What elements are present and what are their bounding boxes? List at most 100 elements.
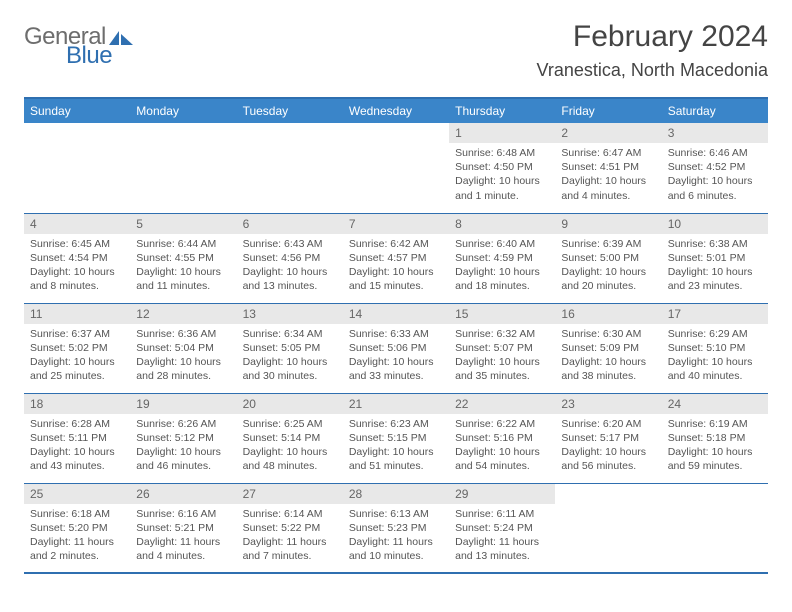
calendar-cell: 25Sunrise: 6:18 AMSunset: 5:20 PMDayligh… <box>24 483 130 573</box>
day-number: 4 <box>24 214 130 234</box>
calendar-cell <box>130 123 236 213</box>
sunset-text: Sunset: 5:01 PM <box>668 251 762 265</box>
day-content: Sunrise: 6:45 AMSunset: 4:54 PMDaylight:… <box>24 234 130 297</box>
day-header-wed: Wednesday <box>343 98 449 123</box>
day-content: Sunrise: 6:30 AMSunset: 5:09 PMDaylight:… <box>555 324 661 387</box>
sunset-text: Sunset: 4:50 PM <box>455 160 549 174</box>
sunset-text: Sunset: 4:52 PM <box>668 160 762 174</box>
day-number: 29 <box>449 484 555 504</box>
sunset-text: Sunset: 5:24 PM <box>455 521 549 535</box>
day-content: Sunrise: 6:16 AMSunset: 5:21 PMDaylight:… <box>130 504 236 567</box>
calendar-week-row: 11Sunrise: 6:37 AMSunset: 5:02 PMDayligh… <box>24 303 768 393</box>
day-content: Sunrise: 6:28 AMSunset: 5:11 PMDaylight:… <box>24 414 130 477</box>
day-number: 13 <box>237 304 343 324</box>
location-label: Vranestica, North Macedonia <box>537 60 768 81</box>
calendar-table: Sunday Monday Tuesday Wednesday Thursday… <box>24 97 768 574</box>
daylight-text: Daylight: 10 hours and 20 minutes. <box>561 265 655 293</box>
day-number: 28 <box>343 484 449 504</box>
sunset-text: Sunset: 5:02 PM <box>30 341 124 355</box>
calendar-cell: 23Sunrise: 6:20 AMSunset: 5:17 PMDayligh… <box>555 393 661 483</box>
day-content: Sunrise: 6:23 AMSunset: 5:15 PMDaylight:… <box>343 414 449 477</box>
daylight-text: Daylight: 10 hours and 40 minutes. <box>668 355 762 383</box>
daylight-text: Daylight: 10 hours and 1 minute. <box>455 174 549 202</box>
sunrise-text: Sunrise: 6:43 AM <box>243 237 337 251</box>
day-content: Sunrise: 6:37 AMSunset: 5:02 PMDaylight:… <box>24 324 130 387</box>
day-number: 20 <box>237 394 343 414</box>
daylight-text: Daylight: 11 hours and 10 minutes. <box>349 535 443 563</box>
sunset-text: Sunset: 5:07 PM <box>455 341 549 355</box>
sunrise-text: Sunrise: 6:20 AM <box>561 417 655 431</box>
calendar-cell: 5Sunrise: 6:44 AMSunset: 4:55 PMDaylight… <box>130 213 236 303</box>
calendar-cell: 11Sunrise: 6:37 AMSunset: 5:02 PMDayligh… <box>24 303 130 393</box>
day-content: Sunrise: 6:22 AMSunset: 5:16 PMDaylight:… <box>449 414 555 477</box>
sunrise-text: Sunrise: 6:23 AM <box>349 417 443 431</box>
sunrise-text: Sunrise: 6:36 AM <box>136 327 230 341</box>
calendar-cell: 12Sunrise: 6:36 AMSunset: 5:04 PMDayligh… <box>130 303 236 393</box>
day-number: 27 <box>237 484 343 504</box>
sunset-text: Sunset: 5:09 PM <box>561 341 655 355</box>
daylight-text: Daylight: 10 hours and 35 minutes. <box>455 355 549 383</box>
calendar-cell: 27Sunrise: 6:14 AMSunset: 5:22 PMDayligh… <box>237 483 343 573</box>
daylight-text: Daylight: 10 hours and 54 minutes. <box>455 445 549 473</box>
daylight-text: Daylight: 10 hours and 25 minutes. <box>30 355 124 383</box>
sunset-text: Sunset: 5:21 PM <box>136 521 230 535</box>
day-number: 15 <box>449 304 555 324</box>
sunset-text: Sunset: 5:06 PM <box>349 341 443 355</box>
calendar-cell: 26Sunrise: 6:16 AMSunset: 5:21 PMDayligh… <box>130 483 236 573</box>
day-number: 19 <box>130 394 236 414</box>
day-number: 7 <box>343 214 449 234</box>
daylight-text: Daylight: 10 hours and 4 minutes. <box>561 174 655 202</box>
day-content: Sunrise: 6:25 AMSunset: 5:14 PMDaylight:… <box>237 414 343 477</box>
calendar-cell: 20Sunrise: 6:25 AMSunset: 5:14 PMDayligh… <box>237 393 343 483</box>
day-header-sun: Sunday <box>24 98 130 123</box>
daylight-text: Daylight: 10 hours and 6 minutes. <box>668 174 762 202</box>
calendar-cell: 6Sunrise: 6:43 AMSunset: 4:56 PMDaylight… <box>237 213 343 303</box>
sunset-text: Sunset: 5:11 PM <box>30 431 124 445</box>
sunset-text: Sunset: 4:57 PM <box>349 251 443 265</box>
day-content: Sunrise: 6:26 AMSunset: 5:12 PMDaylight:… <box>130 414 236 477</box>
calendar-cell <box>662 483 768 573</box>
day-header-thu: Thursday <box>449 98 555 123</box>
sunrise-text: Sunrise: 6:37 AM <box>30 327 124 341</box>
day-number: 24 <box>662 394 768 414</box>
logo: General Blue <box>24 26 135 68</box>
calendar-body: 1Sunrise: 6:48 AMSunset: 4:50 PMDaylight… <box>24 123 768 573</box>
sunset-text: Sunset: 5:10 PM <box>668 341 762 355</box>
calendar-cell: 18Sunrise: 6:28 AMSunset: 5:11 PMDayligh… <box>24 393 130 483</box>
sunrise-text: Sunrise: 6:32 AM <box>455 327 549 341</box>
day-content: Sunrise: 6:38 AMSunset: 5:01 PMDaylight:… <box>662 234 768 297</box>
daylight-text: Daylight: 10 hours and 23 minutes. <box>668 265 762 293</box>
day-number: 18 <box>24 394 130 414</box>
sunrise-text: Sunrise: 6:48 AM <box>455 146 549 160</box>
sunset-text: Sunset: 5:17 PM <box>561 431 655 445</box>
sunset-text: Sunset: 4:51 PM <box>561 160 655 174</box>
day-content: Sunrise: 6:29 AMSunset: 5:10 PMDaylight:… <box>662 324 768 387</box>
daylight-text: Daylight: 10 hours and 51 minutes. <box>349 445 443 473</box>
day-content: Sunrise: 6:34 AMSunset: 5:05 PMDaylight:… <box>237 324 343 387</box>
logo-text-blue: Blue <box>66 45 135 68</box>
day-number: 11 <box>24 304 130 324</box>
day-content: Sunrise: 6:36 AMSunset: 5:04 PMDaylight:… <box>130 324 236 387</box>
day-content: Sunrise: 6:40 AMSunset: 4:59 PMDaylight:… <box>449 234 555 297</box>
sunrise-text: Sunrise: 6:16 AM <box>136 507 230 521</box>
calendar-cell: 15 Sunrise: 6:32 AMSunset: 5:07 PMDayligh… <box>449 303 555 393</box>
day-content: Sunrise: 6:14 AMSunset: 5:22 PMDaylight:… <box>237 504 343 567</box>
sunrise-text: Sunrise: 6:34 AM <box>243 327 337 341</box>
day-content: Sunrise: 6:19 AMSunset: 5:18 PMDaylight:… <box>662 414 768 477</box>
sunrise-text: Sunrise: 6:46 AM <box>668 146 762 160</box>
day-content: Sunrise: 6:46 AMSunset: 4:52 PMDaylight:… <box>662 143 768 206</box>
sunset-text: Sunset: 5:22 PM <box>243 521 337 535</box>
day-content: Sunrise: 6:13 AMSunset: 5:23 PMDaylight:… <box>343 504 449 567</box>
day-content: Sunrise: 6:43 AMSunset: 4:56 PMDaylight:… <box>237 234 343 297</box>
daylight-text: Daylight: 10 hours and 56 minutes. <box>561 445 655 473</box>
daylight-text: Daylight: 10 hours and 28 minutes. <box>136 355 230 383</box>
header: General Blue February 2024 Vranestica, N… <box>24 20 768 81</box>
day-number: 10 <box>662 214 768 234</box>
calendar-cell: 10Sunrise: 6:38 AMSunset: 5:01 PMDayligh… <box>662 213 768 303</box>
day-header-row: Sunday Monday Tuesday Wednesday Thursday… <box>24 98 768 123</box>
calendar-cell: 19Sunrise: 6:26 AMSunset: 5:12 PMDayligh… <box>130 393 236 483</box>
sunset-text: Sunset: 5:05 PM <box>243 341 337 355</box>
calendar-cell: 13Sunrise: 6:34 AMSunset: 5:05 PMDayligh… <box>237 303 343 393</box>
sunrise-text: Sunrise: 6:19 AM <box>668 417 762 431</box>
day-content: Sunrise: 6:20 AMSunset: 5:17 PMDaylight:… <box>555 414 661 477</box>
